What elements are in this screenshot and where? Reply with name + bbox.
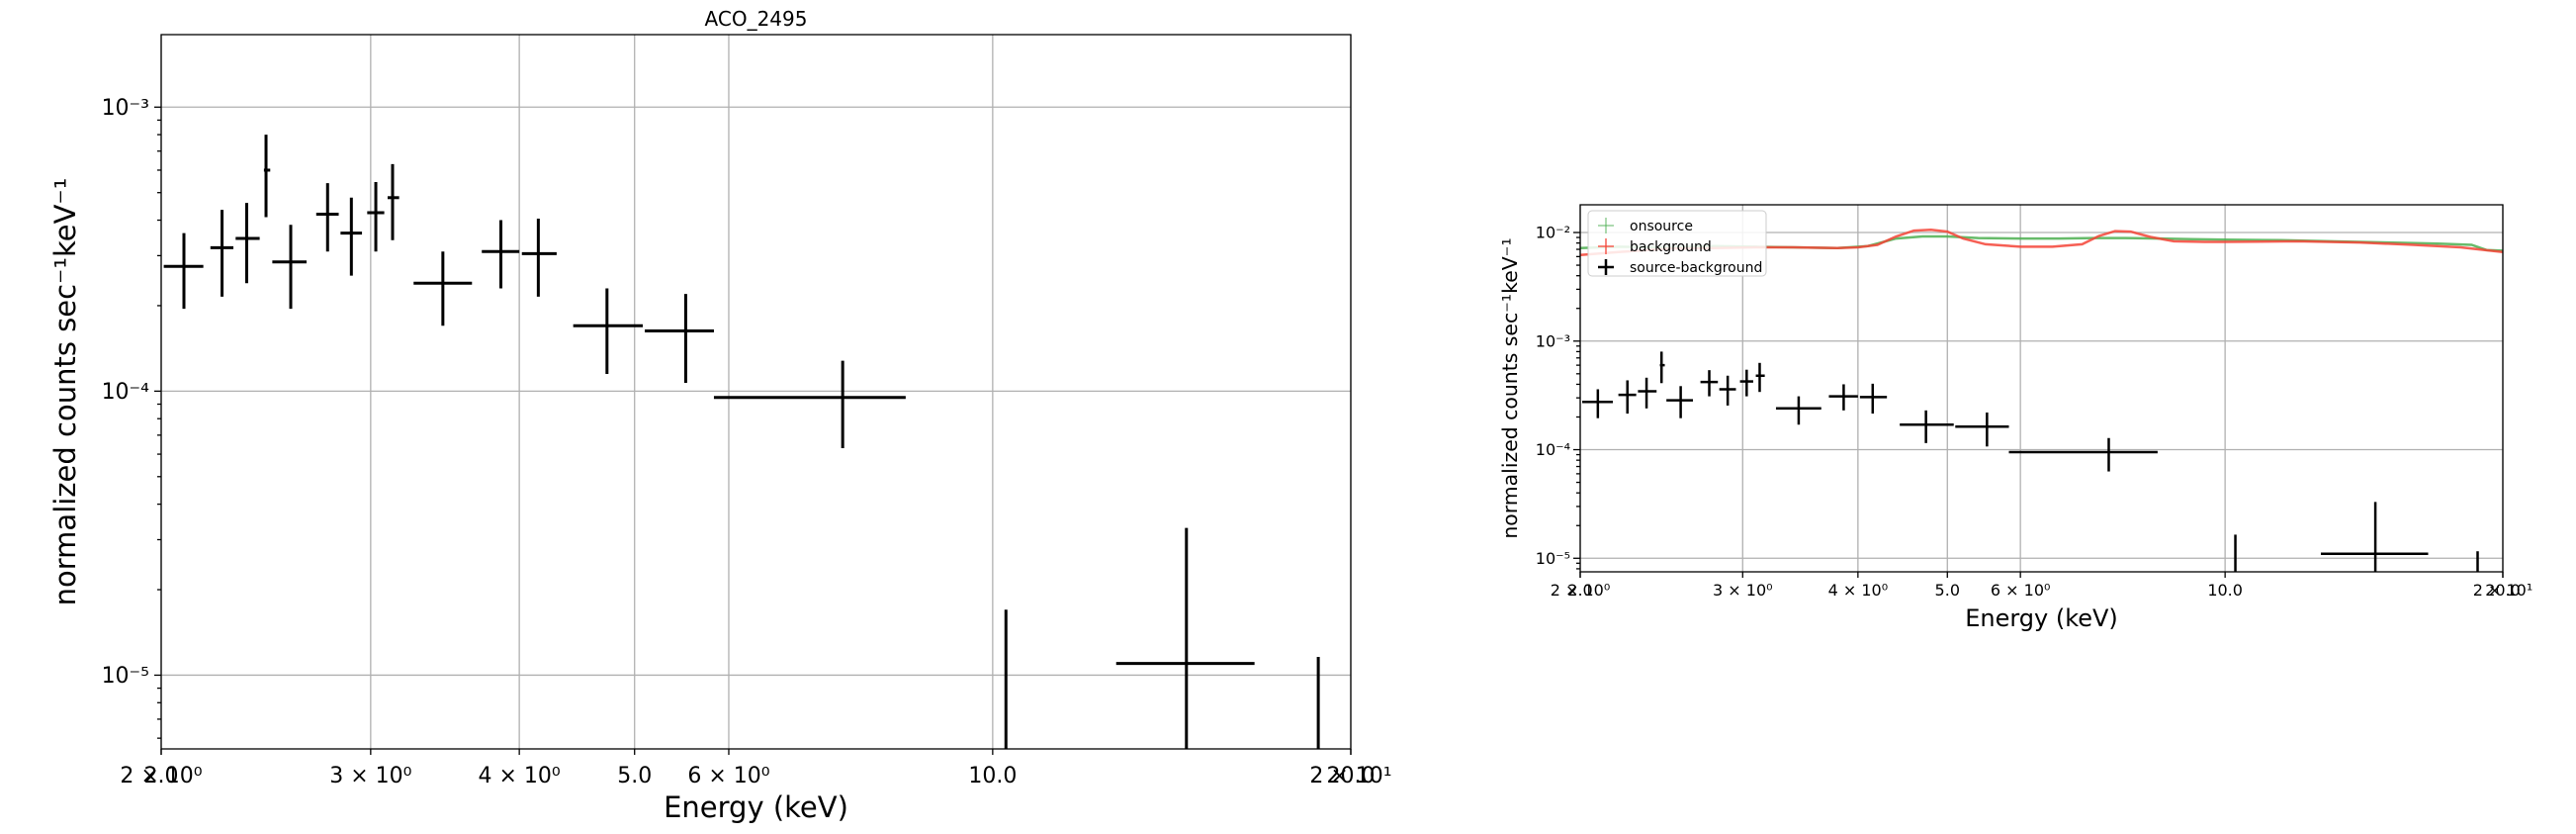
x-tick-label: 4 × 10⁰: [479, 764, 561, 788]
y-tick-label: 10⁻⁵: [102, 664, 149, 689]
data-point: [1719, 375, 1736, 406]
y-tick-label: 10⁻³: [102, 96, 149, 121]
x-tick-label: 10.0: [2207, 581, 2243, 600]
data-point: [413, 251, 473, 326]
right-spectrum-panel: 10⁻² 10⁻³ 10⁻⁴ 10⁻⁵ 2.02 × 10⁰ 3 × 10⁰ 4 × 10⁰…: [1498, 204, 2533, 632]
x-tick-label: 2 × 10⁰: [120, 764, 202, 788]
plot-frame: [1579, 204, 2504, 573]
data-point: [1775, 396, 1821, 425]
legend-label: background: [1630, 239, 1712, 255]
x-tick-label: 6 × 10⁰: [687, 764, 769, 788]
axis-ticks: [1573, 232, 2504, 578]
data-series: [1579, 228, 2504, 572]
axis-ticks: [154, 106, 1352, 755]
x-tick-label: 2 × 10¹: [2473, 581, 2533, 600]
x-tick-label: 4 × 10⁰: [1828, 581, 1889, 600]
data-point: [1955, 412, 2009, 447]
data-point: [1582, 389, 1614, 418]
data-point: [272, 225, 308, 310]
data-point: [263, 135, 271, 218]
data-point: [1666, 386, 1694, 418]
data-point: [315, 183, 339, 252]
data-point: [340, 197, 363, 276]
x-tick-label: 2.0: [144, 764, 179, 788]
errorbar-series: [163, 135, 1320, 749]
x-tick-label: 5.0: [617, 764, 652, 788]
x-tick-label: 3 × 10⁰: [329, 764, 411, 788]
y-tick-label: 10⁻³: [1536, 331, 1570, 350]
legend-item: background: [1598, 238, 1712, 255]
y-axis-label: normalized counts sec⁻¹keV⁻¹: [1498, 237, 1522, 538]
data-point: [1638, 377, 1657, 409]
y-tick-label: 10⁻⁴: [1536, 440, 1570, 459]
data-point: [1859, 383, 1888, 415]
data-point: [1900, 410, 1954, 443]
data-point: [2320, 502, 2429, 572]
x-tick-label: 6 × 10⁰: [1991, 581, 2051, 600]
x-tick-label: 2 × 10⁰: [1551, 581, 1611, 600]
y-tick-label: 10⁻²: [1536, 224, 1570, 242]
x-tick-label: 2.0: [1567, 581, 1592, 600]
data-point: [367, 181, 385, 252]
legend-box: [1587, 210, 1767, 277]
data-point: [1618, 380, 1637, 415]
plot-frame: [160, 34, 1352, 750]
data-point: [2008, 437, 2158, 472]
data-point: [1700, 370, 1719, 397]
gridlines: [160, 35, 1352, 749]
x-tick-label: 10.0: [968, 764, 1017, 788]
x-axis-label: Energy (keV): [664, 790, 848, 824]
left-spectrum-panel: 10⁻³ 10⁻⁴ 10⁻⁵ 2.02 × 10⁰ 3 × 10⁰ 4 × 10⁰ 5.0 6…: [48, 7, 1392, 824]
data-point: [1659, 351, 1665, 384]
data-point: [482, 220, 520, 289]
x-tick-label: 20.0: [2485, 581, 2521, 600]
x-tick-label: 3 × 10⁰: [1713, 581, 1773, 600]
data-point: [235, 203, 260, 284]
data-point: [645, 294, 714, 383]
data-point: [210, 210, 234, 297]
x-axis-label: Energy (keV): [1965, 604, 2118, 632]
legend-label: onsource: [1630, 219, 1693, 234]
legend-item: onsource: [1598, 218, 1693, 234]
data-point: [713, 360, 906, 448]
data-series: [163, 135, 1320, 749]
legend: onsource background source-background: [1587, 210, 1767, 277]
data-point: [521, 218, 557, 297]
x-tick-label: 2 × 10¹: [1309, 764, 1391, 788]
errorbar-series: [1582, 351, 2479, 572]
data-point: [387, 163, 400, 240]
y-tick-label: 10⁻⁵: [1536, 549, 1570, 568]
x-tick-label: 20.0: [1327, 764, 1376, 788]
data-point: [1755, 362, 1765, 393]
series-line-background: [1579, 228, 2504, 257]
data-point: [1739, 369, 1753, 397]
y-axis-label: normalized counts sec⁻¹keV⁻¹: [48, 178, 82, 606]
data-point: [573, 288, 644, 374]
data-point: [1115, 527, 1255, 749]
x-tick-label: 5.0: [1935, 581, 1960, 600]
chart-title: ACO_2495: [705, 7, 808, 31]
legend-label: source-background: [1630, 260, 1762, 276]
y-tick-label: 10⁻⁴: [102, 380, 150, 405]
legend-item: source-background: [1598, 259, 1762, 276]
data-point: [163, 232, 204, 310]
data-point: [1828, 384, 1858, 411]
